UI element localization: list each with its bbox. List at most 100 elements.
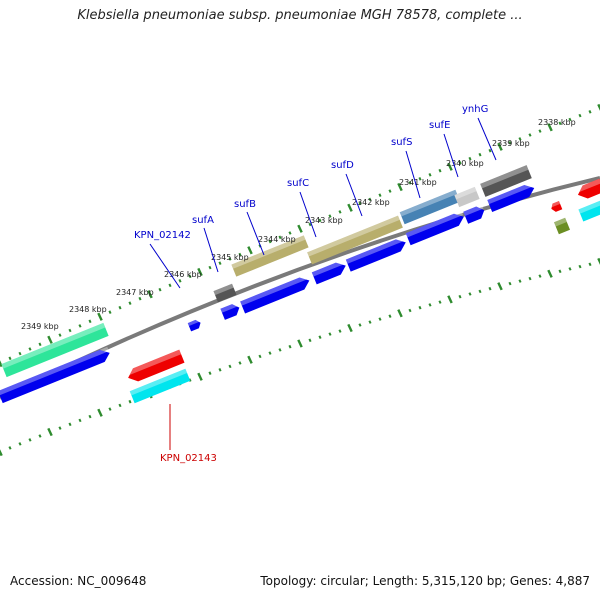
upper-minor-tick (138, 296, 142, 301)
upper-minor-tick (418, 177, 422, 181)
lower-minor-tick (118, 403, 122, 408)
cds-forward (487, 181, 535, 213)
upper-major-tick (0, 358, 3, 368)
lower-major-tick (47, 427, 53, 437)
lower-minor-tick (428, 303, 432, 307)
gene-block-green (1, 322, 109, 378)
upper-major-tick (247, 246, 253, 255)
scale-label: 2345 kbp (211, 253, 249, 262)
cds-reverse-red (125, 349, 185, 382)
gene-block-khaki (231, 235, 309, 277)
upper-minor-tick (388, 189, 392, 193)
upper-major-tick (197, 267, 203, 277)
upper-minor-tick (38, 342, 42, 347)
gene-block-gray (213, 283, 237, 303)
lower-minor-tick (338, 329, 342, 333)
upper-minor-tick (568, 117, 572, 122)
scale-label: 2339 kbp (492, 139, 530, 148)
lower-minor-tick (68, 422, 72, 427)
lower-minor-tick (378, 317, 382, 321)
label-leader-line (443, 133, 459, 178)
lower-major-tick (347, 323, 353, 333)
lower-minor-tick (8, 446, 12, 450)
upper-minor-tick (178, 279, 182, 283)
lower-minor-tick (528, 276, 532, 281)
upper-minor-tick (218, 261, 222, 265)
feature-tracks (0, 165, 600, 404)
gene-label[interactable]: sufD (331, 160, 354, 171)
upper-minor-tick (228, 257, 232, 261)
upper-major-tick (547, 123, 553, 132)
scale-label: 2343 kbp (305, 216, 343, 225)
lower-minor-tick (308, 338, 312, 343)
lower-minor-tick (238, 361, 242, 365)
cds-reverse-red (575, 178, 600, 199)
gene-label[interactable]: ynhG (462, 104, 488, 115)
gene-label[interactable]: sufS (391, 137, 412, 148)
lower-major-tick (297, 339, 303, 348)
cds-reverse-red-small (549, 200, 563, 212)
label-leader-line (149, 243, 181, 289)
upper-minor-tick (338, 210, 342, 214)
cds-reverse-cyan (129, 368, 191, 404)
label-leader-line (345, 173, 363, 217)
upper-major-tick (497, 142, 503, 151)
lower-minor-tick (318, 335, 322, 339)
lower-minor-tick (568, 267, 572, 271)
cds-forward (240, 274, 310, 314)
upper-minor-tick (438, 168, 442, 173)
cds-forward (311, 259, 346, 285)
lower-minor-tick (558, 269, 562, 274)
gene-label[interactable]: sufE (429, 120, 450, 131)
upper-minor-tick (578, 113, 582, 118)
lower-major-tick (97, 408, 103, 417)
lower-major-tick (447, 295, 453, 304)
upper-minor-tick (18, 351, 22, 356)
lower-major-tick (497, 282, 503, 291)
upper-minor-tick (458, 160, 462, 165)
lower-major-tick (247, 355, 253, 364)
upper-minor-tick (128, 301, 132, 305)
lower-minor-tick (58, 426, 62, 430)
upper-minor-tick (428, 173, 432, 177)
upper-major-tick (47, 335, 53, 344)
lower-major-tick (397, 309, 403, 318)
upper-major-tick (447, 162, 453, 171)
lower-minor-tick (128, 399, 132, 404)
upper-major-tick (397, 182, 403, 192)
gene-label[interactable]: sufC (287, 178, 309, 189)
lower-minor-tick (288, 344, 292, 349)
upper-minor-tick (78, 324, 82, 328)
lower-minor-tick (358, 323, 362, 327)
scale-label: 2344 kbp (258, 235, 296, 244)
upper-minor-tick (468, 156, 472, 161)
gene-block-steelblue (399, 189, 461, 225)
gene-label[interactable]: KPN_02142 (134, 230, 191, 241)
lower-major-tick (197, 372, 203, 381)
lower-minor-tick (268, 351, 272, 355)
lower-minor-tick (518, 279, 522, 283)
upper-minor-tick (168, 283, 172, 288)
scale-label: 2338 kbp (538, 118, 576, 127)
lower-minor-tick (208, 371, 212, 375)
upper-minor-tick (378, 193, 382, 197)
upper-minor-tick (328, 214, 332, 218)
lower-minor-tick (258, 354, 262, 359)
gene-label[interactable]: sufB (234, 199, 256, 210)
upper-minor-tick (558, 121, 562, 126)
upper-minor-tick (238, 252, 242, 257)
gene-block-khaki (307, 215, 403, 265)
cds-forward (405, 210, 464, 246)
lower-minor-tick (588, 262, 592, 267)
lower-minor-tick (538, 274, 542, 278)
lower-minor-tick (88, 414, 92, 419)
label-leader-line (246, 211, 265, 256)
gene-label[interactable]: KPN_02143 (160, 453, 217, 464)
gene-label[interactable]: sufA (192, 215, 214, 226)
lower-minor-tick (18, 442, 22, 446)
lower-minor-tick (508, 281, 512, 286)
upper-minor-tick (408, 181, 412, 185)
upper-major-tick (297, 224, 303, 233)
